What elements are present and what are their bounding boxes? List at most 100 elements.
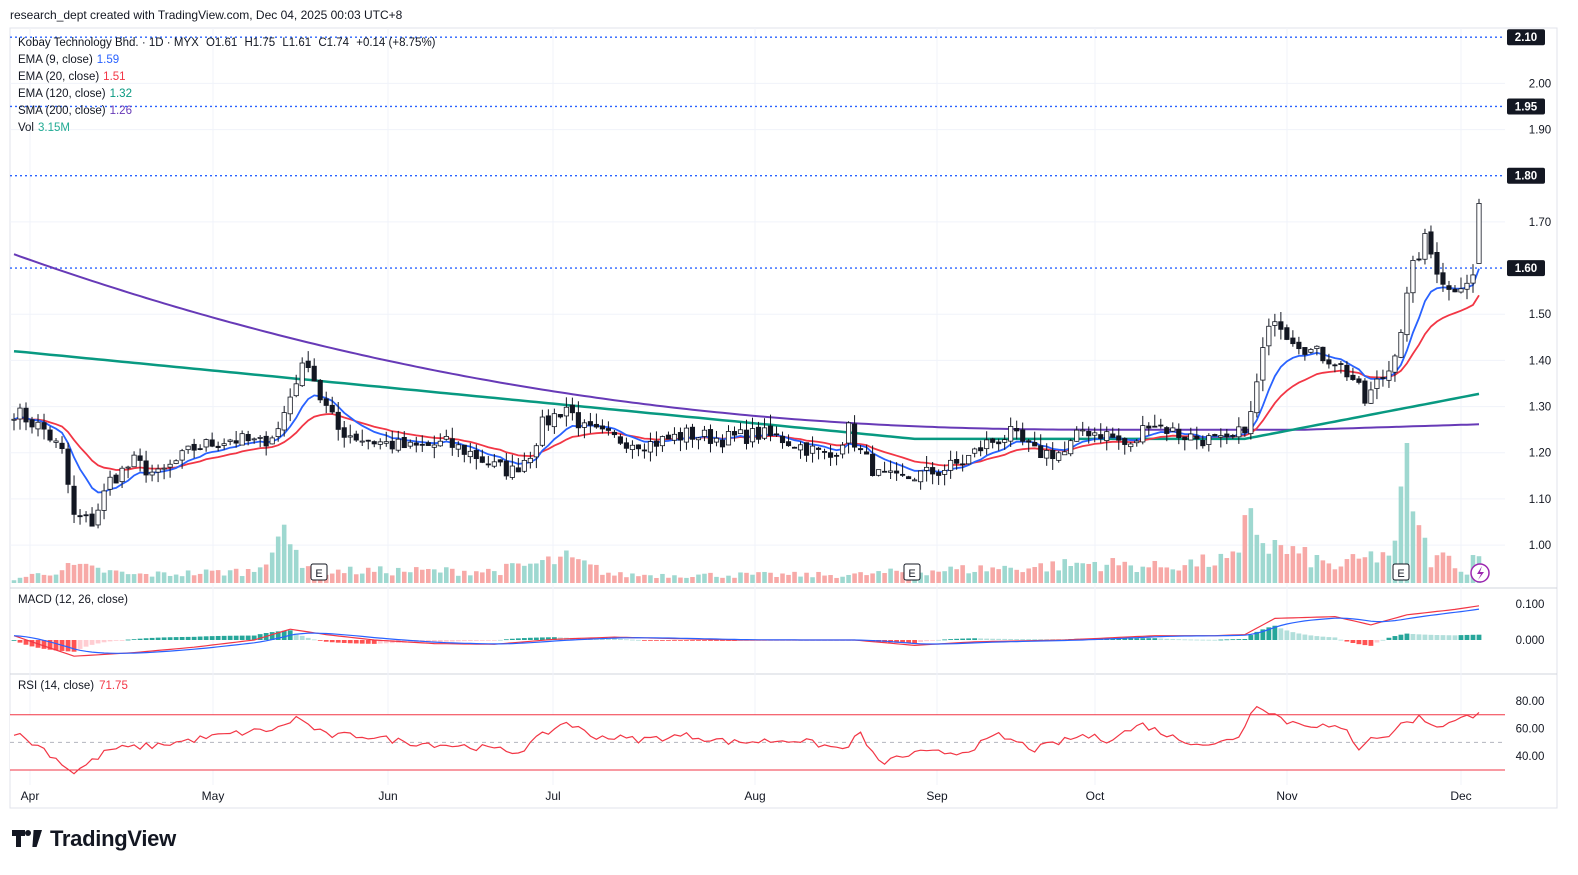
candle-body[interactable] bbox=[1386, 370, 1392, 381]
rsi-line[interactable] bbox=[13, 705, 1480, 775]
candle-body[interactable] bbox=[1218, 435, 1224, 438]
candle-body[interactable] bbox=[659, 436, 666, 447]
candle-body[interactable] bbox=[797, 444, 804, 451]
candle-body[interactable] bbox=[1308, 349, 1314, 353]
candle-body[interactable] bbox=[1314, 345, 1320, 349]
candle-body[interactable] bbox=[1116, 435, 1122, 441]
candle-body[interactable] bbox=[1404, 292, 1410, 336]
candle-body[interactable] bbox=[1320, 346, 1326, 362]
candle-body[interactable] bbox=[65, 448, 71, 485]
candle-body[interactable] bbox=[1206, 435, 1212, 445]
candle-body[interactable] bbox=[1008, 426, 1014, 442]
sma200-line[interactable] bbox=[13, 253, 1480, 431]
candle-body[interactable] bbox=[35, 421, 41, 430]
candle-body[interactable] bbox=[888, 470, 894, 473]
candle-body[interactable] bbox=[179, 450, 185, 461]
candle-body[interactable] bbox=[1356, 378, 1362, 383]
candle-body[interactable] bbox=[401, 436, 407, 449]
candle-body[interactable] bbox=[1182, 436, 1188, 441]
candle-body[interactable] bbox=[876, 469, 882, 476]
candle-body[interactable] bbox=[864, 451, 870, 455]
candle-body[interactable] bbox=[527, 457, 533, 464]
candle-body[interactable] bbox=[1464, 282, 1470, 290]
candle-body[interactable] bbox=[1086, 430, 1092, 437]
candle-body[interactable] bbox=[912, 479, 918, 482]
candle-body[interactable] bbox=[1056, 452, 1062, 461]
candle-body[interactable] bbox=[239, 433, 245, 446]
candle-body[interactable] bbox=[581, 422, 587, 428]
candle-body[interactable] bbox=[1392, 355, 1398, 373]
symbol-name[interactable]: Kobay Technology Bhd. bbox=[18, 37, 139, 49]
candle-body[interactable] bbox=[341, 427, 347, 438]
candle-body[interactable] bbox=[1446, 285, 1452, 290]
legend-volume[interactable]: Vol 3.15M bbox=[18, 122, 70, 134]
candle-body[interactable] bbox=[1158, 424, 1164, 427]
candle-body[interactable] bbox=[353, 433, 359, 441]
candle-body[interactable] bbox=[203, 439, 209, 448]
candle-body[interactable] bbox=[1092, 432, 1098, 436]
candle-body[interactable] bbox=[1332, 364, 1338, 367]
candle-body[interactable] bbox=[173, 460, 179, 464]
candle-body[interactable] bbox=[461, 444, 467, 455]
candle-body[interactable] bbox=[377, 441, 383, 445]
candle-body[interactable] bbox=[936, 472, 942, 476]
candle-body[interactable] bbox=[131, 454, 137, 468]
candle-body[interactable] bbox=[1080, 429, 1086, 432]
candle-body[interactable] bbox=[491, 461, 497, 467]
candle-body[interactable] bbox=[299, 362, 305, 387]
candle-body[interactable] bbox=[846, 422, 852, 444]
candle-body[interactable] bbox=[233, 440, 239, 444]
candle-body[interactable] bbox=[1110, 433, 1116, 438]
candle-body[interactable] bbox=[954, 459, 960, 464]
candle-body[interactable] bbox=[978, 447, 984, 452]
candle-body[interactable] bbox=[437, 440, 443, 447]
candle-body[interactable] bbox=[335, 411, 341, 430]
candle-body[interactable] bbox=[305, 360, 311, 368]
candle-body[interactable] bbox=[611, 431, 617, 436]
candle-body[interactable] bbox=[1134, 440, 1140, 444]
candle-body[interactable] bbox=[1380, 377, 1386, 379]
rsi-label[interactable]: RSI (14, close) 71.75 bbox=[18, 680, 128, 692]
candle-body[interactable] bbox=[948, 459, 954, 471]
candle-body[interactable] bbox=[1176, 428, 1182, 439]
candle-body[interactable] bbox=[1284, 327, 1290, 340]
candle-body[interactable] bbox=[293, 383, 299, 397]
candle-body[interactable] bbox=[443, 435, 449, 440]
candle-body[interactable] bbox=[425, 442, 431, 446]
candle-body[interactable] bbox=[683, 427, 690, 443]
candle-body[interactable] bbox=[467, 450, 473, 458]
candle-body[interactable] bbox=[1440, 272, 1446, 285]
candle-body[interactable] bbox=[1164, 427, 1170, 434]
candle-body[interactable] bbox=[773, 433, 780, 436]
candle-body[interactable] bbox=[275, 428, 281, 438]
candle-body[interactable] bbox=[677, 432, 684, 441]
candle-body[interactable] bbox=[1248, 411, 1254, 435]
candle-body[interactable] bbox=[455, 444, 461, 450]
candle-body[interactable] bbox=[1140, 425, 1146, 443]
candle-body[interactable] bbox=[359, 440, 365, 443]
candle-body[interactable] bbox=[503, 460, 509, 477]
candle-body[interactable] bbox=[251, 438, 257, 441]
candle-body[interactable] bbox=[497, 459, 503, 463]
candle-body[interactable] bbox=[719, 439, 726, 448]
candle-body[interactable] bbox=[996, 441, 1002, 445]
candle-body[interactable] bbox=[815, 447, 822, 450]
candle-body[interactable] bbox=[473, 450, 479, 460]
candle-body[interactable] bbox=[521, 459, 527, 472]
candle-body[interactable] bbox=[1074, 429, 1080, 442]
earnings-marker[interactable] bbox=[1392, 563, 1410, 581]
candle-body[interactable] bbox=[221, 443, 227, 446]
candle-body[interactable] bbox=[161, 467, 167, 470]
candle-body[interactable] bbox=[1470, 274, 1476, 284]
candle-body[interactable] bbox=[713, 437, 720, 443]
candle-body[interactable] bbox=[1422, 233, 1428, 260]
candle-body[interactable] bbox=[821, 451, 828, 453]
candle-body[interactable] bbox=[1434, 251, 1440, 275]
candle-body[interactable] bbox=[1104, 431, 1110, 441]
candle-body[interactable] bbox=[47, 429, 53, 441]
candle-body[interactable] bbox=[743, 429, 750, 444]
candle-body[interactable] bbox=[1476, 203, 1482, 264]
candle-body[interactable] bbox=[167, 463, 173, 468]
candle-body[interactable] bbox=[1002, 439, 1008, 443]
candle-body[interactable] bbox=[287, 396, 293, 415]
